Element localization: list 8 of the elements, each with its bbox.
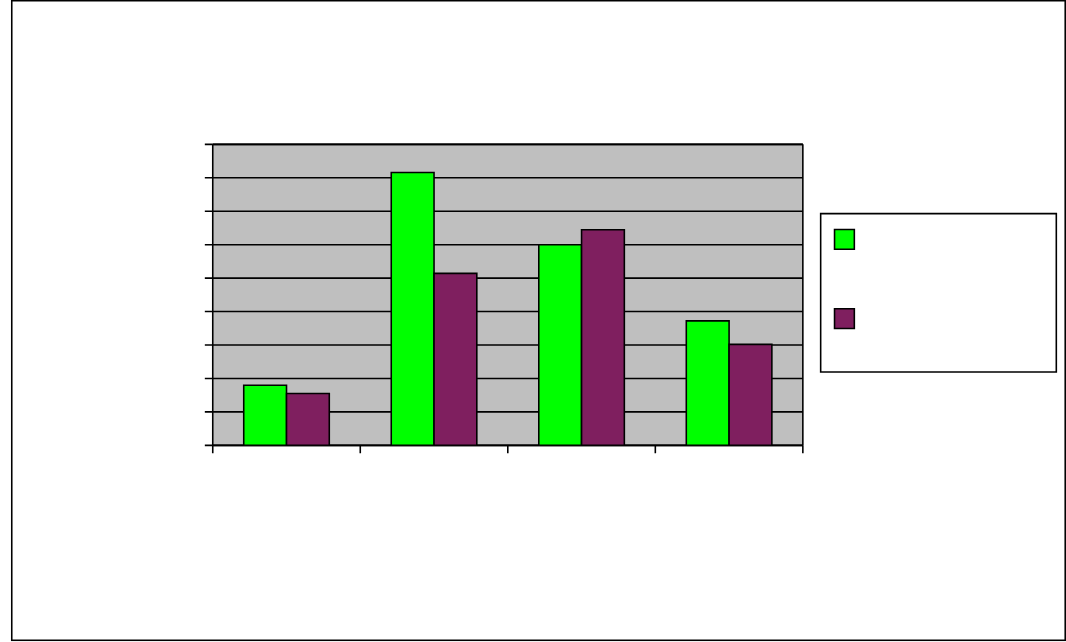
bar bbox=[685, 320, 730, 446]
bar bbox=[433, 273, 478, 446]
bar bbox=[537, 244, 583, 446]
bar bbox=[390, 172, 435, 446]
bar bbox=[285, 393, 331, 446]
bar bbox=[242, 384, 288, 446]
bar bbox=[580, 229, 626, 446]
bar bbox=[728, 343, 773, 446]
